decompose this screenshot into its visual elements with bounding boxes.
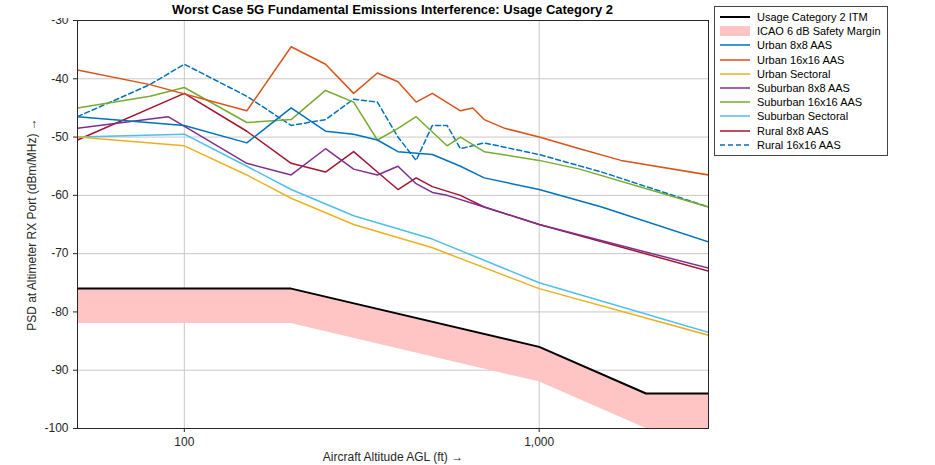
svg-text:-90: -90 xyxy=(51,363,69,377)
html-text:Worst Case 5G Fundamental Emis: Worst Case 5G Fundamental Emissions Inte… xyxy=(171,2,614,17)
html-text:Suburban 16x16 AAS: Suburban 16x16 AAS xyxy=(757,96,863,109)
html-text:Suburban Sectoral: Suburban Sectoral xyxy=(757,110,849,123)
html-text:Urban Sectoral: Urban Sectoral xyxy=(757,67,831,80)
html-text:Suburban 8x8 AAS: Suburban 8x8 AAS xyxy=(757,82,850,94)
svg-text:-50: -50 xyxy=(51,130,69,144)
html-text:Rural 16x16 AAS: Rural 16x16 AAS xyxy=(757,138,841,151)
html-text:Rural 8x8 AAS: Rural 8x8 AAS xyxy=(757,124,829,137)
svg-text:-40: -40 xyxy=(51,72,69,86)
svg-text:100: 100 xyxy=(174,435,194,449)
svg-text:PSD at Altimeter RX Port (dBm/: PSD at Altimeter RX Port (dBm/MHz) → xyxy=(25,118,39,331)
html-text:Urban 8x8 AAS: Urban 8x8 AAS xyxy=(757,39,833,52)
svg-text:-80: -80 xyxy=(51,305,69,319)
html-text:Usage Category 2 ITM: Usage Category 2 ITM xyxy=(757,11,868,24)
svg-text:-100: -100 xyxy=(44,421,68,435)
html-text:Urban 16x16 AAS: Urban 16x16 AAS xyxy=(757,53,845,66)
svg-text:-30: -30 xyxy=(51,18,69,27)
svg-text:-60: -60 xyxy=(51,188,69,202)
svg-text:-70: -70 xyxy=(51,246,69,260)
svg-text:1,000: 1,000 xyxy=(524,435,554,449)
html-text:ICAO 6 dB Safety Margin: ICAO 6 dB Safety Margin xyxy=(757,25,881,38)
svg-text:Aircraft Altitude AGL (ft) →: Aircraft Altitude AGL (ft) → xyxy=(323,450,463,464)
